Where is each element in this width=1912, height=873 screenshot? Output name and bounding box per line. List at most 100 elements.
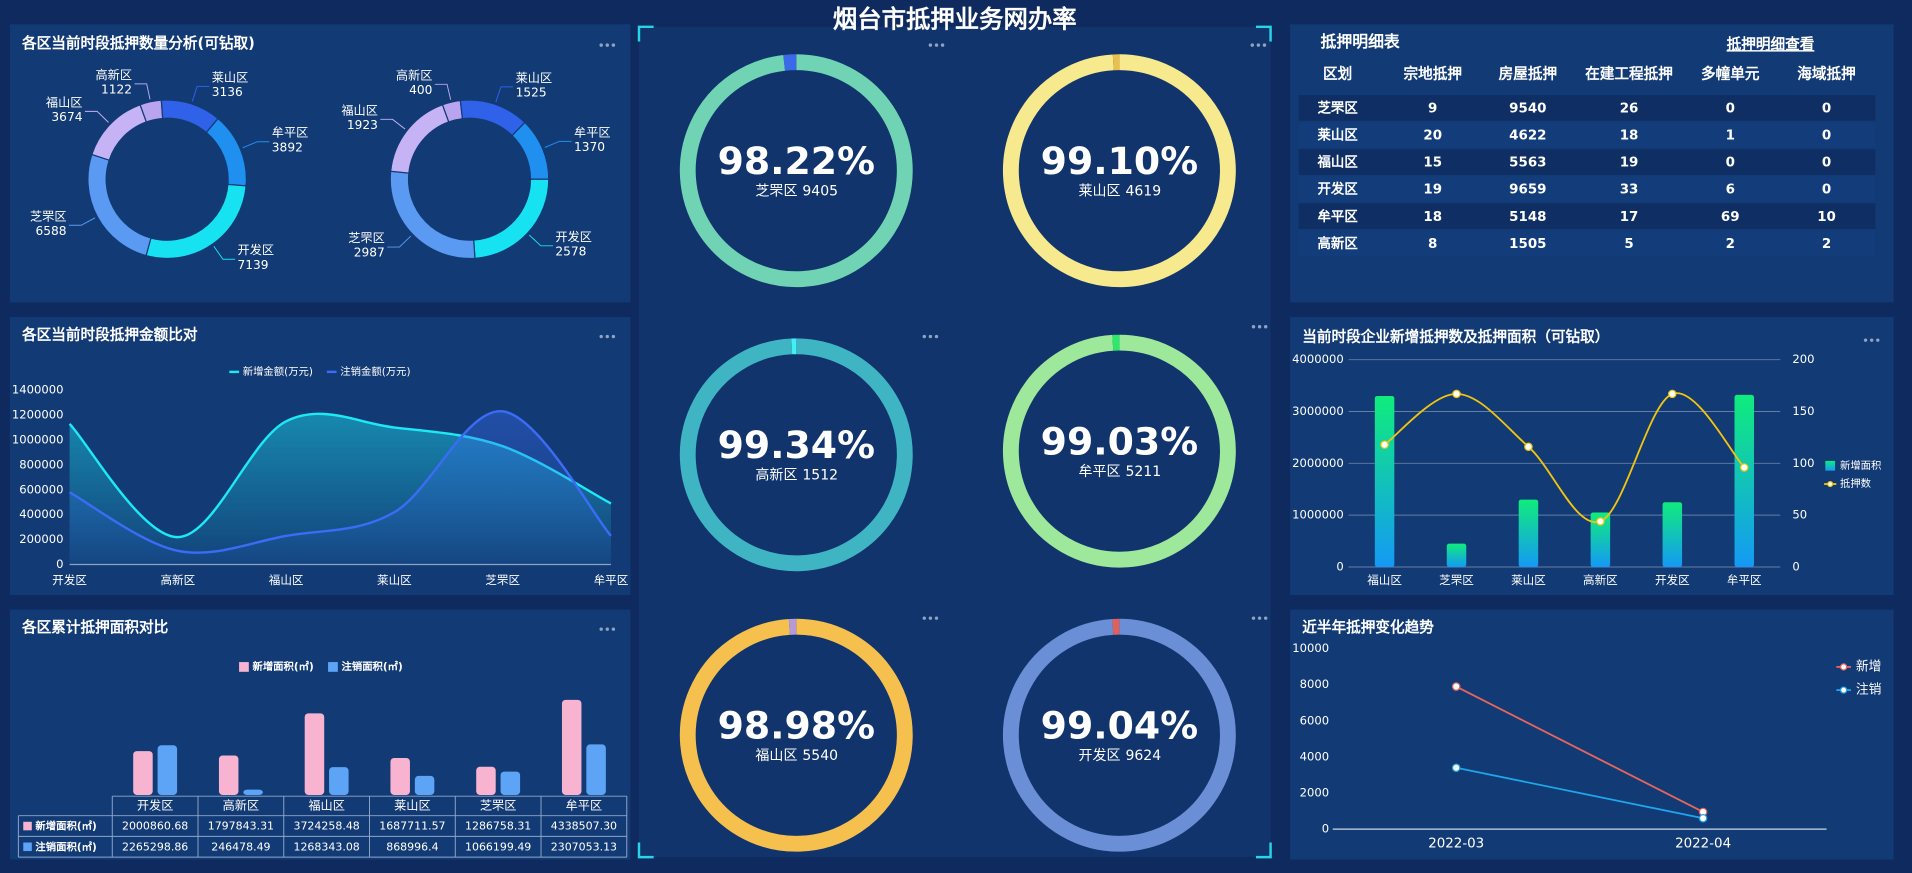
panel-title: 各区累计抵押面积对比 xyxy=(21,618,169,636)
menu-dot xyxy=(934,43,939,47)
y2-tick-label: 150 xyxy=(1792,404,1814,418)
segment-name: 福山区 xyxy=(46,94,83,109)
menu-dot xyxy=(934,334,939,339)
table-header: 在建工程抵押 xyxy=(1585,64,1673,82)
bar xyxy=(1590,512,1611,567)
table-cell: 19 xyxy=(1423,183,1442,198)
point xyxy=(1524,442,1533,452)
y-tick-label: 800000 xyxy=(19,457,63,471)
table-header: 海域抵押 xyxy=(1797,64,1856,82)
column-header: 福山区 xyxy=(308,797,345,812)
column-header: 高新区 xyxy=(223,797,260,812)
ring-count: 9405 xyxy=(802,183,838,199)
bar xyxy=(1518,499,1539,567)
segment-value: 1923 xyxy=(347,118,378,132)
y-tick-label: 200000 xyxy=(19,532,63,546)
menu-dot xyxy=(611,43,616,47)
segment-name: 福山区 xyxy=(341,102,378,117)
detail-link[interactable]: 抵押明细查看 xyxy=(1727,35,1815,53)
y-tick-label: 2000 xyxy=(1300,786,1329,800)
leader-line xyxy=(528,234,553,247)
line xyxy=(1456,766,1704,820)
table-cell: 1286758.31 xyxy=(465,820,531,833)
menu-dot xyxy=(611,334,616,339)
table-cell: 0 xyxy=(1822,102,1831,117)
x-tick-label: 开发区 xyxy=(52,573,87,587)
segment-name: 芝罘区 xyxy=(30,208,67,223)
ring-value: 99.34% xyxy=(718,423,875,467)
table-cell: 18 xyxy=(1620,129,1639,144)
y-tick-label: 2000000 xyxy=(1292,456,1344,470)
table-row xyxy=(1298,95,1876,121)
bar xyxy=(133,751,153,795)
table-cell: 0 xyxy=(1822,129,1831,144)
menu-dot xyxy=(611,627,616,631)
y-tick-label: 0 xyxy=(1336,559,1343,573)
table-cell: 开发区 xyxy=(1318,181,1359,198)
point xyxy=(1739,463,1749,472)
y-tick-label: 4000 xyxy=(1300,749,1329,763)
point xyxy=(1452,389,1461,399)
point xyxy=(1668,389,1677,399)
menu-dot xyxy=(1257,616,1262,620)
y-tick-label: 10000 xyxy=(1292,641,1329,655)
segment-name: 高新区 xyxy=(396,67,433,82)
table-cell: 69 xyxy=(1721,210,1740,225)
segment-name: 开发区 xyxy=(238,242,275,257)
legend-label: 注销面积(㎡) xyxy=(341,660,402,673)
table-cell: 福山区 xyxy=(1317,154,1359,171)
y2-tick-label: 100 xyxy=(1792,456,1814,470)
table-cell: 2265298.86 xyxy=(122,840,188,853)
panel-title: 各区当前时段抵押金额比对 xyxy=(21,325,198,343)
legend-swatch xyxy=(23,821,32,831)
table-cell: 牟平区 xyxy=(1318,208,1359,225)
menu-dot xyxy=(922,616,927,620)
bar xyxy=(500,771,521,795)
menu-dot xyxy=(1257,325,1262,329)
legend-swatch xyxy=(1827,481,1834,488)
ring-arc xyxy=(1002,54,1236,288)
legend-swatch xyxy=(328,662,338,672)
menu-dot xyxy=(1863,338,1868,342)
table-cell: 3724258.48 xyxy=(293,820,359,833)
leader-line xyxy=(544,140,572,148)
ring-count: 9624 xyxy=(1125,748,1161,764)
ring-arc xyxy=(1002,334,1236,568)
table-row xyxy=(1298,122,1876,148)
leader-line xyxy=(191,85,210,102)
table-row xyxy=(1298,176,1876,202)
ring-arc xyxy=(1002,618,1236,852)
legend-swatch xyxy=(239,662,249,672)
table-cell: 18 xyxy=(1423,210,1442,225)
menu-dot xyxy=(1251,616,1256,620)
point xyxy=(1596,517,1605,526)
row-header: 注销面积(㎡) xyxy=(35,840,96,853)
bar xyxy=(329,767,349,795)
donut-segment xyxy=(389,103,450,174)
leader-line xyxy=(380,118,406,130)
segment-value: 400 xyxy=(409,83,432,97)
table-cell: 0 xyxy=(1822,156,1831,171)
point xyxy=(1380,440,1389,449)
table-row xyxy=(1298,203,1876,229)
bar xyxy=(1662,502,1683,567)
ring-count: 5540 xyxy=(802,748,838,764)
segment-name: 高新区 xyxy=(95,67,132,82)
ring-count: 1512 xyxy=(802,468,838,484)
segment-value: 1370 xyxy=(574,140,605,154)
table-cell: 246478.49 xyxy=(211,840,270,853)
table-row xyxy=(1298,230,1876,257)
segment-value: 7139 xyxy=(238,258,269,272)
leader-line xyxy=(84,110,109,123)
table-cell: 2 xyxy=(1726,237,1735,252)
ring-value: 99.03% xyxy=(1041,419,1198,463)
bar xyxy=(586,744,606,795)
y-tick-label: 8000 xyxy=(1300,677,1329,691)
x-tick-label: 牟平区 xyxy=(594,573,629,587)
menu-dot xyxy=(928,43,933,47)
table-cell: 2000860.68 xyxy=(122,820,188,833)
segment-value: 6588 xyxy=(35,224,66,238)
area-fill xyxy=(69,411,611,565)
x-tick-label: 福山区 xyxy=(269,573,304,587)
segment-value: 1122 xyxy=(101,82,132,96)
